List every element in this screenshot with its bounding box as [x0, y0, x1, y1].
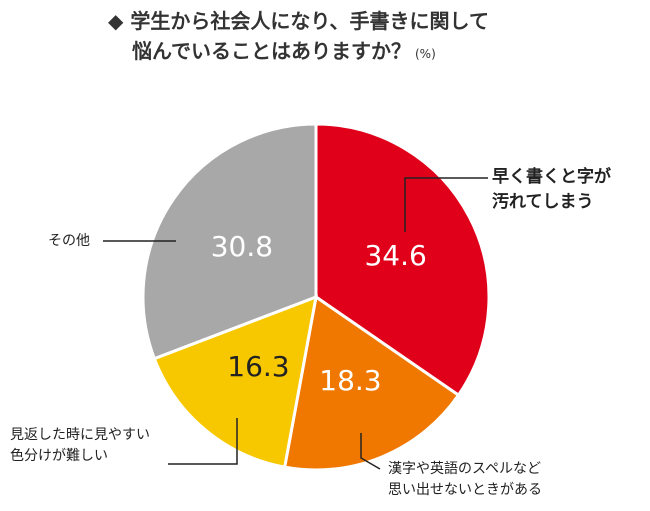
leader-line-forget-spelling [360, 433, 381, 470]
slice-color-coding [152, 294, 318, 469]
value-label-forget-spelling: 18.3 [319, 364, 381, 397]
value-label-write-fast: 34.6 [364, 239, 426, 272]
unit-label: (%) [415, 47, 436, 61]
title-marker-icon: ◆ [108, 9, 124, 33]
slice-other [141, 122, 318, 361]
slice-label-write-fast: 早く書くと字が 汚れてしまう [492, 167, 611, 212]
leader-line-write-fast [404, 177, 488, 232]
title-line-2: 悩んでいることはありますか？ (%) [132, 39, 436, 63]
chart-title: ◆ 学生から社会人になり、手書きに関して 悩んでいることはありますか？ (%) [108, 6, 489, 69]
value-label-color-coding: 16.3 [227, 350, 289, 383]
value-label-other: 30.8 [211, 230, 273, 263]
slice-label-color-coding: 見返した時に見やすい 色分けが難しい [10, 427, 150, 464]
leader-line-color-coding [168, 418, 238, 465]
slice-label-forget-spelling: 漢字や英語のスペルなど 思い出せないときがある [388, 461, 542, 498]
slice-forget-spelling [282, 294, 461, 472]
slice-write-fast [314, 122, 491, 398]
title-line-1: ◆ 学生から社会人になり、手書きに関して [108, 9, 489, 33]
slice-label-other: その他 [48, 233, 90, 249]
